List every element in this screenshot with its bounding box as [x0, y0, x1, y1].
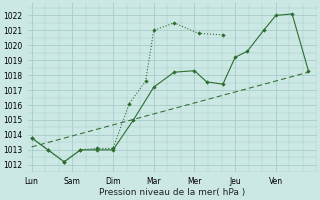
X-axis label: Pression niveau de la mer( hPa ): Pression niveau de la mer( hPa ) — [99, 188, 245, 197]
